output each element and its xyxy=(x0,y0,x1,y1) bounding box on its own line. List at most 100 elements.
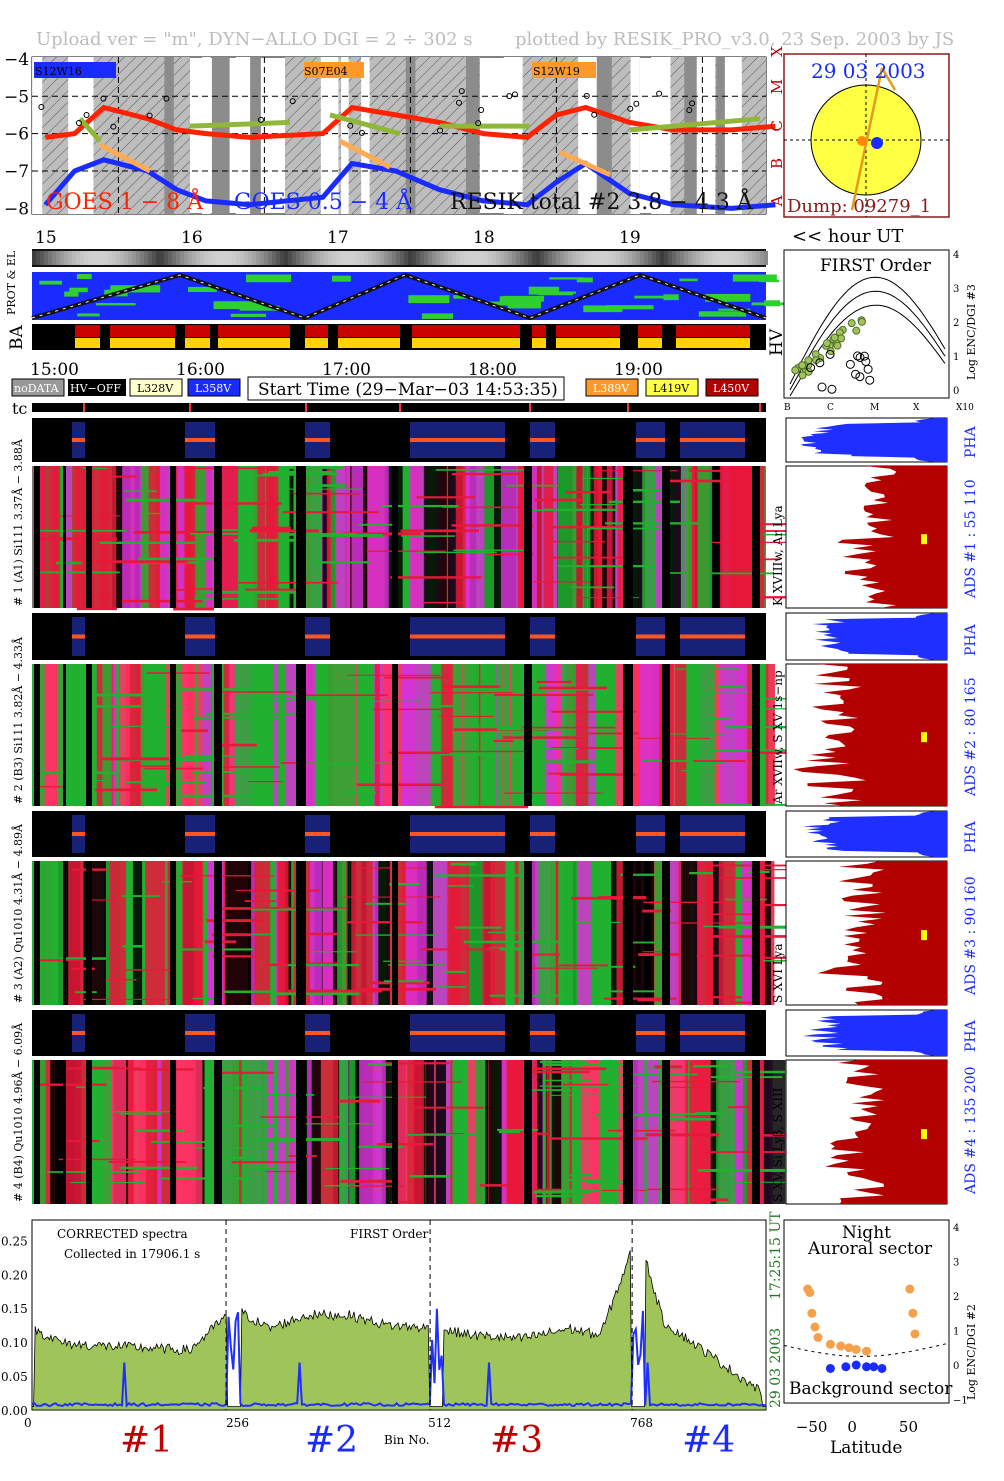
ephemeris-cell xyxy=(456,251,460,265)
detector-row-streak xyxy=(605,522,699,525)
detector-row-streak xyxy=(620,873,670,876)
ephemeris-cell xyxy=(428,251,432,265)
goes-class-letter: M xyxy=(768,79,786,94)
ephemeris-cell xyxy=(248,251,252,265)
resik-decay-segment xyxy=(338,138,392,170)
ephemeris-cell xyxy=(348,251,352,265)
detector-row-streak xyxy=(538,686,607,690)
detector-row-streak xyxy=(674,668,740,670)
hour-tick-top: 17 xyxy=(327,228,349,248)
detector-row-streak xyxy=(291,697,324,701)
detector-column xyxy=(244,1060,269,1204)
ba-label: BA xyxy=(7,325,27,350)
detector-row-streak xyxy=(717,685,745,689)
hour-tick-top: 16 xyxy=(181,228,203,248)
detector-row-streak xyxy=(194,598,290,600)
detector-column xyxy=(546,1060,551,1204)
detector-row-streak xyxy=(608,500,681,504)
goes-band-stripe xyxy=(361,57,370,214)
ephemeris-cell xyxy=(480,251,484,265)
ephemeris-cell xyxy=(708,251,712,265)
flare-tag-1: S12W16 xyxy=(35,65,82,78)
detector-column xyxy=(639,664,660,806)
detector-row-streak xyxy=(113,1111,174,1113)
sun-spacecraft-marker xyxy=(871,137,883,149)
detector-row-streak xyxy=(126,498,205,502)
ephemeris-cell xyxy=(652,251,656,265)
auroral-point xyxy=(844,1343,854,1353)
ephemeris-cell xyxy=(632,251,636,265)
ephemeris-cell xyxy=(484,251,488,265)
detector-row-streak xyxy=(122,944,144,948)
detector-column xyxy=(719,664,744,806)
first-order-open-point xyxy=(806,363,816,373)
pha-hot-line xyxy=(185,438,215,442)
detector-row-streak xyxy=(463,940,558,944)
ephemeris-cell xyxy=(596,251,600,265)
prot-green-patch xyxy=(528,286,560,295)
detector-column xyxy=(320,664,326,806)
detector-row-streak xyxy=(212,955,258,958)
detector-column xyxy=(551,1060,562,1204)
detector-column xyxy=(307,1060,312,1204)
detector-column xyxy=(208,861,219,1005)
ephemeris-cell xyxy=(544,251,548,265)
auroral-point xyxy=(851,1344,861,1354)
first-order-open-point xyxy=(861,357,871,367)
pha-hot-line xyxy=(680,438,745,442)
detector-row-streak xyxy=(477,690,554,693)
detector-row-streak xyxy=(91,693,159,697)
pha-hot-line xyxy=(530,832,555,836)
detector-row-streak xyxy=(300,962,340,964)
prot-el-trace xyxy=(31,272,786,321)
first-order-xtick: B xyxy=(784,403,791,413)
goes-data-point xyxy=(506,93,513,100)
detector-row-streak xyxy=(577,596,639,599)
legend-goes-1-8: GOES 1 − 8 Å xyxy=(46,187,204,215)
legend-l419-box xyxy=(645,378,699,397)
ephemeris-cell xyxy=(532,251,536,265)
header-upload: Upload ver = "m", DYN−ALLO DGI = 2 ÷ 302… xyxy=(36,29,473,50)
latitude-xtick: 0 xyxy=(847,1418,857,1436)
detector-row-streak xyxy=(618,1073,698,1076)
spectrum-ytick: 0.25 xyxy=(1,1234,28,1248)
detector-row-streak xyxy=(265,1170,306,1173)
ads-profile xyxy=(837,466,947,608)
detector-column xyxy=(617,466,622,608)
ephemeris-cell xyxy=(748,251,752,265)
detector-column xyxy=(119,664,131,806)
legend-l328: L328V xyxy=(137,382,174,395)
detector-row-streak xyxy=(246,933,273,936)
detector-row-streak xyxy=(588,732,639,735)
detector-row-streak xyxy=(294,492,361,495)
detector-row-streak xyxy=(211,933,252,937)
detector-row-streak xyxy=(550,556,625,559)
ephemeris-cell xyxy=(572,251,576,265)
detector-column xyxy=(285,664,296,806)
ephemeris-cell xyxy=(548,251,552,265)
detector-column xyxy=(537,1060,543,1204)
goes-data-point xyxy=(146,112,153,119)
ephemeris-cell xyxy=(508,251,512,265)
first-order-open-point xyxy=(853,351,863,361)
detector-row-streak xyxy=(559,964,609,967)
detector-row-streak xyxy=(571,896,624,900)
detector-column xyxy=(267,466,279,608)
ephemeris-cell xyxy=(300,251,304,265)
detector-row-streak xyxy=(343,791,377,794)
detector-row-streak xyxy=(477,688,507,691)
detector-gap xyxy=(214,1060,222,1204)
ephemeris-cell xyxy=(48,251,52,265)
pha-hot-line xyxy=(636,1031,665,1035)
ba-red-bar xyxy=(218,325,290,337)
first-order-open-point xyxy=(817,382,827,392)
first-order-point xyxy=(852,326,861,335)
detector-row-streak xyxy=(248,474,286,477)
detector-column xyxy=(588,664,596,806)
channel-3: #3 xyxy=(490,1420,543,1461)
latitude-boundary xyxy=(783,1342,950,1357)
detector-row-streak xyxy=(422,948,500,951)
start-time-box xyxy=(247,376,565,401)
detector-column xyxy=(681,861,698,1005)
goes-data-point xyxy=(358,129,365,136)
